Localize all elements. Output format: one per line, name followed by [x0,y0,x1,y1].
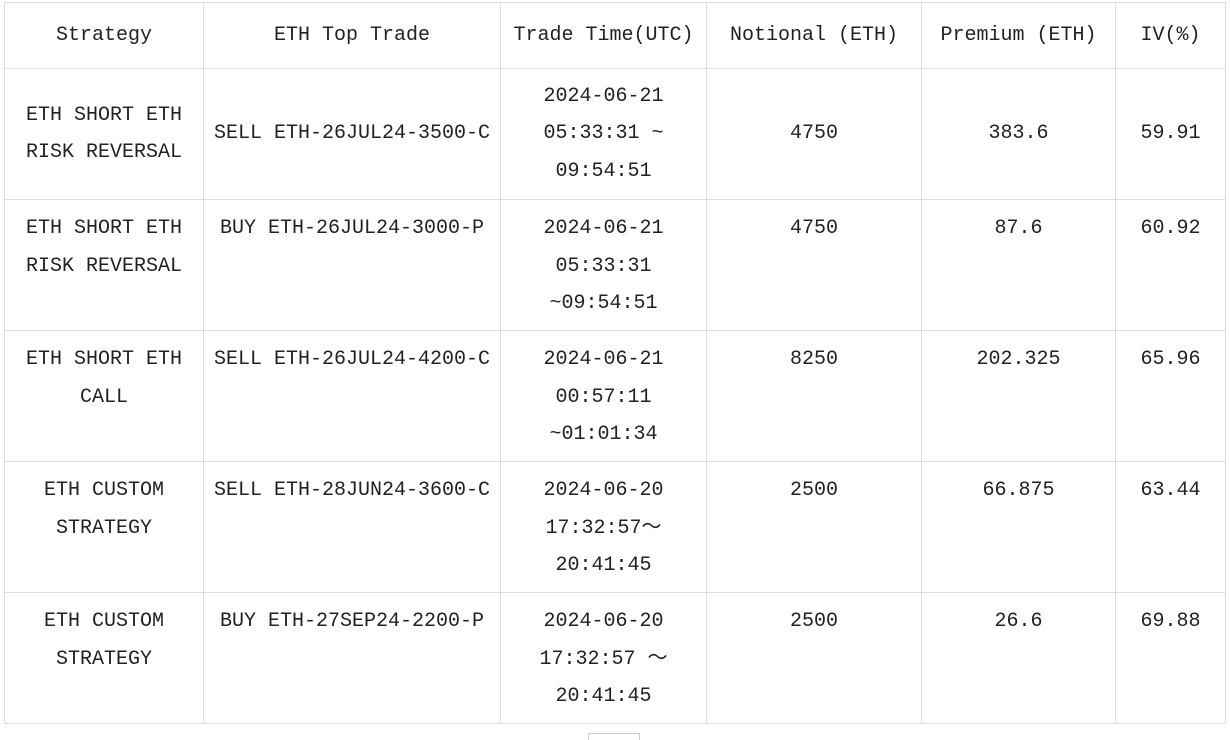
cell-strategy: ETH SHORT ETH RISK REVERSAL [4,68,204,200]
cell-strategy: ETH SHORT ETH RISK REVERSAL [4,199,204,331]
cell-trade: SELL ETH-28JUN24-3600-C [203,461,501,593]
cell-iv: 65.96 [1115,330,1226,462]
cell-premium: 383.6 [921,68,1116,200]
cell-trade: SELL ETH-26JUL24-3500-C [203,68,501,200]
cell-strategy: ETH SHORT ETH CALL [4,330,204,462]
header-notional: Notional (ETH) [706,2,922,69]
cell-time: 2024-06-21 05:33:31 ~ 09:54:51 [500,68,707,200]
cell-premium: 202.325 [921,330,1116,462]
cell-premium: 66.875 [921,461,1116,593]
cell-strategy: ETH CUSTOM STRATEGY [4,592,204,724]
table-row: ETH SHORT ETH CALL SELL ETH-26JUL24-4200… [4,330,1226,462]
cell-notional: 2500 [706,461,922,593]
header-trade-time: Trade Time(UTC) [500,2,707,69]
cell-trade: SELL ETH-26JUL24-4200-C [203,330,501,462]
cell-time: 2024-06-20 17:32:57～ 20:41:45 [500,461,707,593]
cell-trade: BUY ETH-27SEP24-2200-P [203,592,501,724]
cell-notional: 2500 [706,592,922,724]
eth-top-trades-table: Strategy ETH Top Trade Trade Time(UTC) N… [4,2,1226,724]
cell-time: 2024-06-21 00:57:11 ~01:01:34 [500,330,707,462]
header-iv: IV(%) [1115,2,1226,69]
cell-time: 2024-06-20 17:32:57 ～ 20:41:45 [500,592,707,724]
scroll-handle [588,733,640,740]
cell-notional: 8250 [706,330,922,462]
header-premium: Premium (ETH) [921,2,1116,69]
cell-premium: 87.6 [921,199,1116,331]
header-top-trade: ETH Top Trade [203,2,501,69]
cell-notional: 4750 [706,68,922,200]
cell-iv: 63.44 [1115,461,1226,593]
cell-iv: 69.88 [1115,592,1226,724]
header-row: Strategy ETH Top Trade Trade Time(UTC) N… [4,2,1226,69]
table-row: ETH SHORT ETH RISK REVERSAL BUY ETH-26JU… [4,199,1226,331]
cell-notional: 4750 [706,199,922,331]
table-row: ETH CUSTOM STRATEGY BUY ETH-27SEP24-2200… [4,592,1226,724]
header-strategy: Strategy [4,2,204,69]
cell-iv: 60.92 [1115,199,1226,331]
cell-strategy: ETH CUSTOM STRATEGY [4,461,204,593]
cell-trade: BUY ETH-26JUL24-3000-P [203,199,501,331]
cell-premium: 26.6 [921,592,1116,724]
cell-iv: 59.91 [1115,68,1226,200]
cell-time: 2024-06-21 05:33:31 ~09:54:51 [500,199,707,331]
table-row: ETH SHORT ETH RISK REVERSAL SELL ETH-26J… [4,68,1226,200]
table-row: ETH CUSTOM STRATEGY SELL ETH-28JUN24-360… [4,461,1226,593]
